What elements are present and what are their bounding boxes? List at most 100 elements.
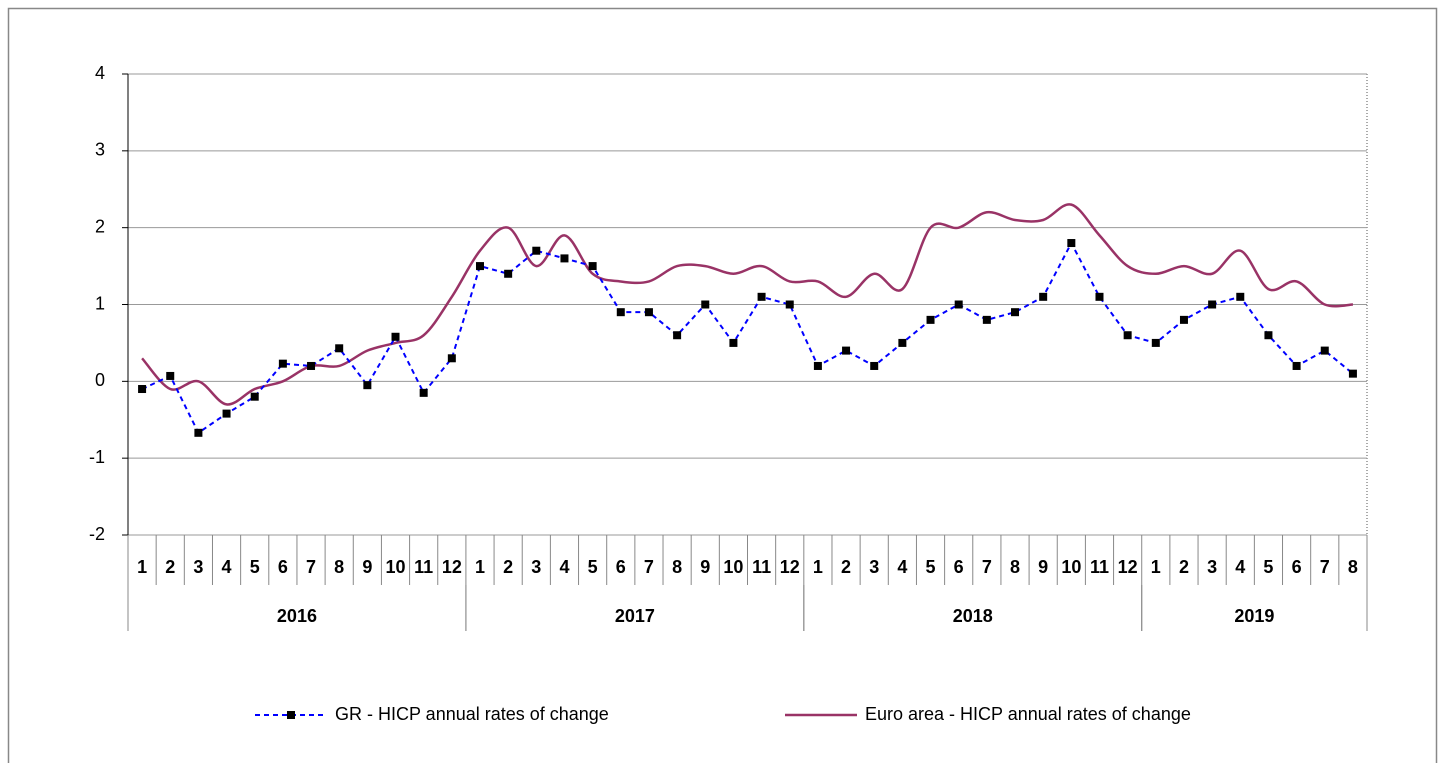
y-tick-label: 3: [95, 140, 105, 160]
x-tick-label: 1: [813, 557, 823, 577]
x-tick-label: 2: [1179, 557, 1189, 577]
point-marker: [419, 388, 428, 397]
point-marker: [1067, 239, 1076, 248]
point-marker: [729, 338, 738, 347]
point-marker: [475, 262, 484, 271]
x-tick-label: 8: [1348, 557, 1358, 577]
point-marker: [644, 308, 653, 317]
x-tick-label: 11: [414, 557, 433, 577]
point-marker: [1208, 300, 1217, 309]
group-label: 2018: [953, 606, 993, 626]
y-tick-label: 2: [95, 216, 105, 236]
point-marker: [1264, 331, 1273, 340]
series-line: [141, 240, 1354, 435]
point-marker: [982, 315, 991, 324]
point-marker: [1095, 292, 1104, 301]
x-tick-label: 12: [780, 557, 800, 577]
point-marker: [1039, 292, 1048, 301]
point-marker: [616, 308, 625, 317]
point-marker: [363, 381, 372, 390]
x-tick-label: 8: [334, 557, 344, 577]
point-marker: [926, 315, 935, 324]
point-marker: [307, 361, 316, 370]
x-tick-label: 4: [1235, 557, 1245, 577]
x-tick-label: 3: [869, 557, 879, 577]
point-marker: [222, 409, 231, 418]
point-marker: [1179, 315, 1188, 324]
x-tick-label: 11: [1090, 557, 1109, 577]
x-tick-label: 10: [723, 557, 743, 577]
series-line: [141, 203, 1353, 406]
point-marker: [757, 292, 766, 301]
x-tick-label: 6: [1292, 557, 1302, 577]
x-tick-label: 5: [1263, 557, 1273, 577]
y-tick-label: 0: [95, 370, 105, 390]
group-label: 2017: [615, 606, 655, 626]
point-marker: [335, 344, 344, 353]
chart-frame: [7, 7, 1438, 763]
x-tick-label: 3: [531, 557, 541, 577]
y-tick-label: 1: [95, 293, 105, 313]
point-marker: [1320, 346, 1329, 355]
x-tick-label: 10: [385, 557, 405, 577]
point-marker: [954, 300, 963, 309]
point-marker: [504, 269, 513, 278]
point-marker: [673, 331, 682, 340]
x-tick-label: 6: [278, 557, 288, 577]
point-marker: [1348, 369, 1357, 378]
x-tick-label: 7: [644, 557, 654, 577]
x-tick-label: 1: [475, 557, 485, 577]
x-tick-label: 2: [503, 557, 513, 577]
point-marker: [701, 300, 710, 309]
x-tick-label: 9: [1038, 557, 1048, 577]
point-marker: [1123, 331, 1132, 340]
x-tick-label: 11: [752, 557, 771, 577]
x-tick-label: 9: [700, 557, 710, 577]
legend-label: GR - HICP annual rates of change: [335, 704, 609, 724]
point-marker: [1292, 361, 1301, 370]
y-tick-label: 4: [95, 63, 105, 83]
point-marker: [391, 332, 400, 341]
legend-marker: [287, 711, 295, 719]
point-marker: [250, 392, 259, 401]
point-marker: [870, 361, 879, 370]
point-marker: [560, 254, 569, 263]
point-marker: [447, 354, 456, 363]
point-marker: [813, 361, 822, 370]
x-tick-label: 12: [442, 557, 462, 577]
point-marker: [532, 246, 541, 255]
point-marker: [194, 428, 203, 437]
y-tick-label: -2: [89, 524, 105, 544]
point-marker: [138, 385, 147, 394]
point-marker: [166, 371, 175, 380]
point-marker: [1151, 338, 1160, 347]
x-tick-label: 3: [1207, 557, 1217, 577]
x-tick-label: 9: [362, 557, 372, 577]
point-marker: [588, 262, 597, 271]
legend-label: Euro area - HICP annual rates of change: [865, 704, 1191, 724]
x-tick-label: 10: [1061, 557, 1081, 577]
point-marker: [785, 300, 794, 309]
x-tick-label: 4: [897, 557, 907, 577]
group-label: 2019: [1234, 606, 1274, 626]
x-tick-label: 1: [137, 557, 147, 577]
x-tick-label: 4: [559, 557, 569, 577]
y-tick-label: -1: [89, 447, 105, 467]
x-tick-label: 1: [1151, 557, 1161, 577]
x-tick-label: 5: [926, 557, 936, 577]
x-tick-label: 8: [1010, 557, 1020, 577]
x-tick-label: 6: [954, 557, 964, 577]
x-tick-label: 7: [1320, 557, 1330, 577]
x-tick-label: 5: [588, 557, 598, 577]
point-marker: [898, 338, 907, 347]
group-label: 2016: [277, 606, 317, 626]
x-tick-label: 2: [841, 557, 851, 577]
x-tick-label: 12: [1118, 557, 1138, 577]
x-tick-label: 7: [982, 557, 992, 577]
point-marker: [1011, 308, 1020, 317]
point-marker: [278, 359, 287, 368]
point-marker: [842, 346, 851, 355]
x-tick-label: 4: [222, 557, 232, 577]
x-tick-label: 5: [250, 557, 260, 577]
